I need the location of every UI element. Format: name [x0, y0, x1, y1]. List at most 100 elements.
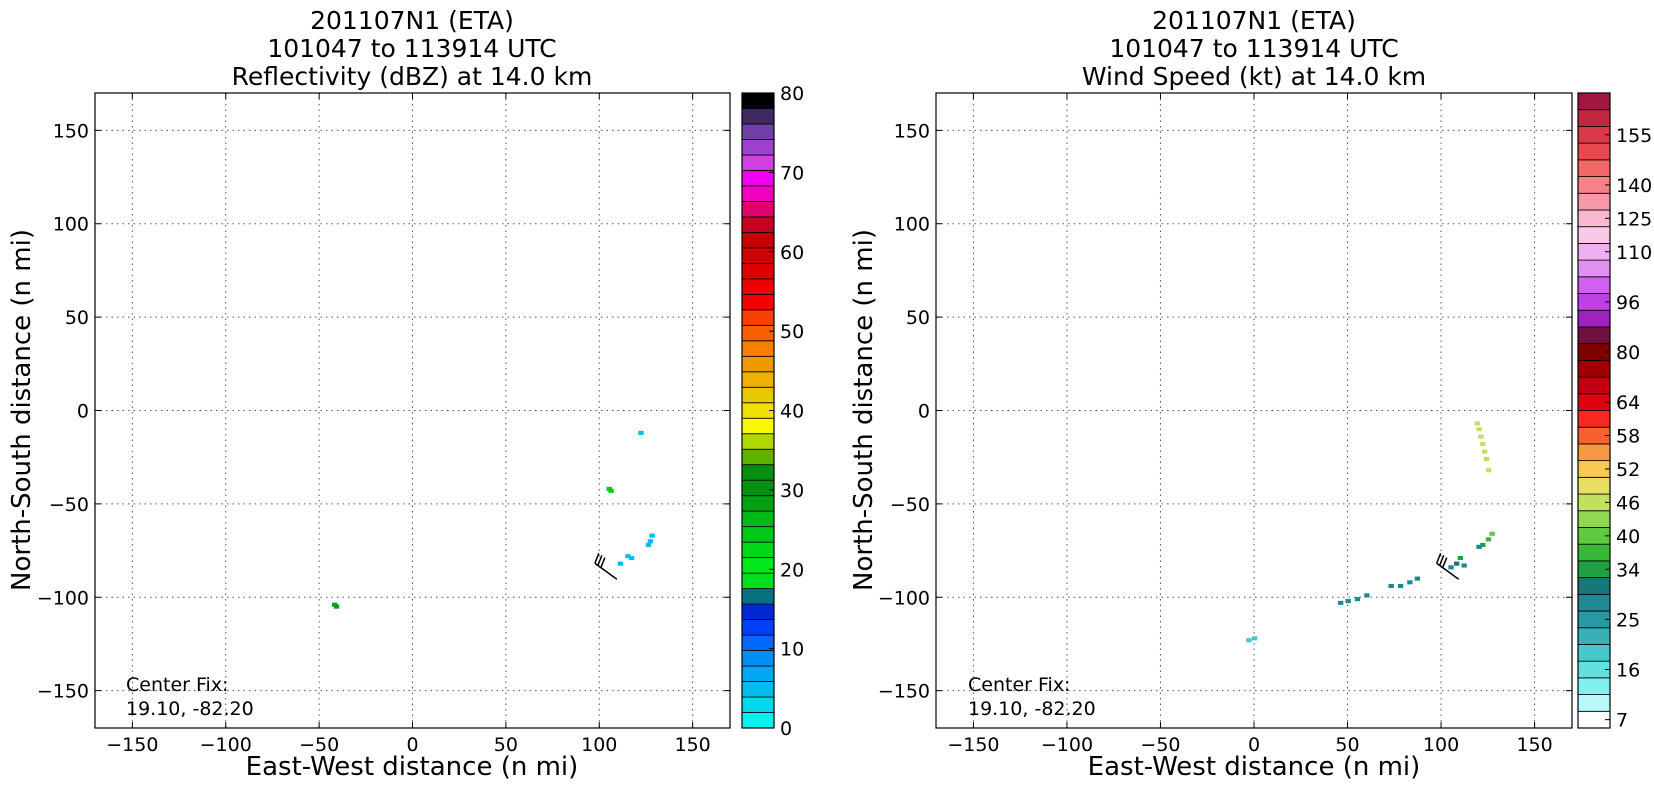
left-colorbar-segment — [741, 108, 775, 125]
right-colorbar-tick-label: 155 — [1616, 125, 1652, 147]
right-colorbar-segment — [1577, 276, 1611, 294]
right-title-line-2: 101047 to 113914 UTC — [1109, 34, 1398, 63]
right-colorbar-segment — [1577, 226, 1611, 244]
right-center-fix-value: 19.10, -82.20 — [968, 698, 1096, 720]
left-colorbar-segment — [741, 619, 775, 636]
left-colorbar-segment — [741, 185, 775, 202]
left-data-cell — [625, 554, 631, 559]
right-data-cell — [1461, 563, 1467, 568]
left-x-ticks: −150 −100 −50 0 50 100 150 — [106, 93, 711, 756]
left-colorbar-tick-label: 50 — [780, 321, 804, 343]
left-colorbar-segment — [741, 510, 775, 528]
left-x-tick-label: −50 — [299, 734, 339, 756]
left-colorbar-segment — [741, 650, 775, 667]
right-colorbar-segment — [1577, 376, 1611, 395]
right-colorbar-segment — [1577, 159, 1611, 177]
right-y-tick-label: −150 — [878, 681, 930, 703]
left-y-tick-label: 150 — [53, 120, 89, 142]
right-data-cell — [1480, 442, 1486, 447]
left-data-cell — [649, 533, 655, 538]
left-colorbar-tick-label: 0 — [780, 718, 792, 740]
right-y-tick-label: 150 — [894, 120, 930, 142]
left-x-tick-label: 150 — [675, 734, 711, 756]
left-colorbar-segment — [741, 324, 775, 342]
left-barb-flag — [600, 557, 606, 568]
right-y-tick-label: 0 — [918, 401, 930, 423]
right-colorbar-segment — [1577, 677, 1611, 695]
left-colorbar-segment — [741, 92, 775, 109]
left-colorbar-tick-label: 30 — [780, 480, 804, 502]
left-colorbar-segment — [741, 262, 775, 280]
left-colorbar-segment — [741, 572, 775, 590]
right-colorbar-tick-label: 80 — [1616, 342, 1640, 364]
left-colorbar-segment — [741, 712, 775, 729]
right-data-cell — [1485, 537, 1492, 542]
left-colorbar-segment — [741, 479, 775, 497]
right-colorbar-segment — [1577, 694, 1611, 712]
left-title-line-3: Reflectivity (dBZ) at 14.0 km — [232, 62, 593, 91]
right-colorbar-segment — [1577, 359, 1611, 378]
right-y-tick-label: −50 — [890, 494, 930, 516]
right-colorbar-tick-label: 58 — [1616, 426, 1640, 448]
left-colorbar-segment — [741, 665, 775, 682]
right-x-tick-label: −150 — [947, 734, 999, 756]
right-colorbar-tick-label: 110 — [1616, 242, 1652, 264]
left-center-fix-value: 19.10, -82.20 — [126, 698, 254, 720]
left-colorbar-segment — [741, 603, 775, 620]
left-title-line-1: 201107N1 (ETA) — [310, 6, 514, 35]
right-x-tick-label: 150 — [1516, 734, 1552, 756]
left-wind-barb — [594, 552, 618, 580]
right-x-ticks: −150 −100 −50 0 50 100 150 — [947, 93, 1553, 756]
left-colorbar-segment — [741, 588, 775, 605]
right-data-cell — [1482, 449, 1488, 454]
right-x-axis-label: East-West distance (n mi) — [1088, 752, 1421, 782]
left-data-cell — [628, 555, 635, 561]
right-colorbar-tick-label: 64 — [1616, 392, 1640, 414]
left-x-tick-label: −100 — [200, 734, 252, 756]
right-colorbar-segment — [1577, 510, 1611, 528]
right-colorbar-tick-label: 96 — [1616, 292, 1640, 314]
right-colorbar-segment — [1577, 627, 1611, 645]
left-colorbar-segment — [741, 123, 775, 140]
left-barb-flag — [597, 555, 603, 566]
right-colorbar-tick-label: 40 — [1616, 526, 1640, 548]
right-colorbar-tick-label: 140 — [1616, 175, 1652, 197]
right-data-cell — [1485, 468, 1492, 473]
left-x-tick-label: 0 — [406, 734, 418, 756]
left-colorbar-segment — [741, 231, 775, 249]
left-colorbar-segment — [741, 247, 775, 264]
reflectivity-panel: 201107N1 (ETA) 101047 to 113914 UTC Refl… — [7, 6, 804, 782]
left-colorbar-segment — [741, 340, 775, 357]
left-colorbar-segment — [741, 681, 775, 698]
left-title-line-2: 101047 to 113914 UTC — [267, 34, 556, 63]
right-data-cell — [1246, 638, 1252, 643]
right-title-line-3: Wind Speed (kt) at 14.0 km — [1082, 62, 1426, 91]
right-colorbar-segment — [1577, 92, 1611, 111]
right-data-cell — [1345, 598, 1351, 604]
left-y-tick-label: −150 — [37, 681, 89, 703]
left-data-cell — [333, 604, 340, 609]
right-barb-flag — [1441, 557, 1448, 568]
left-colorbar-segment — [741, 371, 775, 388]
left-colorbar-segment — [741, 278, 775, 295]
left-colorbar-segment — [741, 433, 775, 450]
right-center-fix-label: Center Fix: — [968, 674, 1070, 696]
right-colorbar-segment — [1577, 644, 1611, 662]
right-wind-barb — [1435, 552, 1460, 580]
right-y-tick-label: 50 — [906, 307, 930, 329]
right-colorbar-tick-label: 16 — [1616, 660, 1640, 682]
right-barb-flag — [1438, 555, 1445, 566]
left-colorbar-segment — [741, 201, 775, 218]
left-colorbar-segment — [741, 309, 775, 326]
right-data-cell — [1407, 580, 1413, 585]
left-x-tick-label: 100 — [581, 734, 617, 756]
right-data-cell — [1483, 457, 1490, 462]
right-y-ticks: −150 −100 −50 0 50 100 150 — [878, 120, 1572, 703]
right-colorbar-tick-label: 34 — [1616, 559, 1640, 581]
left-y-tick-label: 0 — [77, 401, 89, 423]
left-data-cell — [645, 542, 652, 548]
left-colorbar-segment — [741, 139, 775, 156]
left-colorbar-segment — [741, 417, 775, 435]
right-x-tick-label: 100 — [1423, 734, 1459, 756]
